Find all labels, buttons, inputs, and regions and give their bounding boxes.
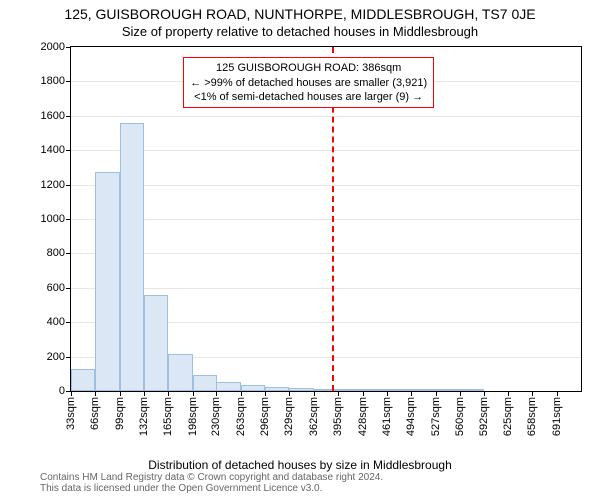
y-tick-mark <box>66 288 71 289</box>
x-tick-label: 592sqm <box>478 397 490 436</box>
x-tick-mark <box>436 391 437 396</box>
y-tick-label: 0 <box>59 385 65 397</box>
x-axis-label: Distribution of detached houses by size … <box>0 458 600 472</box>
y-tick-mark <box>66 185 71 186</box>
x-tick-mark <box>168 391 169 396</box>
y-tick-mark <box>66 47 71 48</box>
x-tick-label: 296sqm <box>259 397 271 436</box>
x-tick-mark <box>411 391 412 396</box>
histogram-bar <box>71 369 95 391</box>
attribution-text: Contains HM Land Registry data © Crown c… <box>40 472 383 494</box>
x-tick-mark <box>193 391 194 396</box>
x-tick-mark <box>484 391 485 396</box>
x-tick-mark <box>557 391 558 396</box>
x-tick-label: 461sqm <box>381 397 393 436</box>
gridline <box>71 253 581 254</box>
x-tick-label: 198sqm <box>187 397 199 436</box>
x-tick-label: 658sqm <box>526 397 538 436</box>
x-tick-mark <box>508 391 509 396</box>
y-tick-mark <box>66 322 71 323</box>
x-tick-mark <box>289 391 290 396</box>
x-tick-label: 527sqm <box>430 397 442 436</box>
histogram-bar <box>314 389 338 391</box>
x-tick-mark <box>387 391 388 396</box>
histogram-bar <box>338 389 362 391</box>
y-tick-mark <box>66 150 71 151</box>
x-tick-mark <box>338 391 339 396</box>
gridline <box>71 116 581 117</box>
x-tick-label: 132sqm <box>138 397 150 436</box>
x-tick-mark <box>532 391 533 396</box>
x-tick-label: 263sqm <box>235 397 247 436</box>
y-tick-label: 400 <box>47 316 65 328</box>
y-tick-label: 600 <box>47 282 65 294</box>
x-tick-label: 33sqm <box>65 397 77 430</box>
x-tick-label: 494sqm <box>405 397 417 436</box>
y-tick-label: 200 <box>47 351 65 363</box>
gridline <box>71 150 581 151</box>
annotation-line: 125 GUISBOROUGH ROAD: 386sqm <box>190 61 427 75</box>
chart-subtitle: Size of property relative to detached ho… <box>0 24 600 39</box>
x-tick-mark <box>265 391 266 396</box>
y-tick-mark <box>66 116 71 117</box>
x-tick-label: 625sqm <box>502 397 514 436</box>
gridline <box>71 185 581 186</box>
y-tick-label: 1200 <box>41 179 65 191</box>
chart-container: { "chart": { "type": "histogram", "title… <box>0 0 600 500</box>
histogram-bar <box>95 172 119 391</box>
histogram-bar <box>387 389 411 391</box>
x-tick-mark <box>120 391 121 396</box>
histogram-bar <box>193 375 217 391</box>
y-tick-mark <box>66 253 71 254</box>
histogram-bar <box>460 389 484 391</box>
histogram-bar <box>265 387 289 391</box>
histogram-bar <box>144 295 168 391</box>
x-tick-label: 395sqm <box>332 397 344 436</box>
histogram-bar <box>289 388 313 391</box>
x-tick-mark <box>216 391 217 396</box>
y-tick-label: 1000 <box>41 213 65 225</box>
y-tick-mark <box>66 219 71 220</box>
x-tick-mark <box>314 391 315 396</box>
histogram-bar <box>216 382 240 391</box>
histogram-bar <box>120 123 144 391</box>
plot-area: 020040060080010001200140016001800200033s… <box>70 46 582 392</box>
gridline <box>71 219 581 220</box>
chart-title: 125, GUISBOROUGH ROAD, NUNTHORPE, MIDDLE… <box>0 6 600 22</box>
x-tick-mark <box>95 391 96 396</box>
x-tick-mark <box>144 391 145 396</box>
histogram-bar <box>363 389 387 391</box>
x-tick-label: 99sqm <box>114 397 126 430</box>
histogram-bar <box>436 389 460 391</box>
y-tick-label: 800 <box>47 247 65 259</box>
x-tick-label: 362sqm <box>308 397 320 436</box>
x-tick-mark <box>71 391 72 396</box>
y-tick-mark <box>66 357 71 358</box>
histogram-bar <box>411 389 435 391</box>
x-tick-mark <box>363 391 364 396</box>
annotation-line: ← >99% of detached houses are smaller (3… <box>190 76 427 90</box>
x-tick-label: 560sqm <box>454 397 466 436</box>
annotation-line: <1% of semi-detached houses are larger (… <box>190 90 427 104</box>
x-tick-label: 691sqm <box>551 397 563 436</box>
x-tick-label: 230sqm <box>210 397 222 436</box>
annotation-box: 125 GUISBOROUGH ROAD: 386sqm← >99% of de… <box>183 57 434 108</box>
histogram-bar <box>241 385 265 391</box>
x-tick-label: 428sqm <box>357 397 369 436</box>
gridline <box>71 288 581 289</box>
histogram-bar <box>168 354 192 391</box>
x-tick-label: 66sqm <box>89 397 101 430</box>
y-tick-label: 1800 <box>41 75 65 87</box>
x-tick-label: 329sqm <box>283 397 295 436</box>
y-tick-label: 1600 <box>41 110 65 122</box>
x-tick-label: 165sqm <box>162 397 174 436</box>
x-tick-mark <box>241 391 242 396</box>
y-tick-label: 1400 <box>41 144 65 156</box>
y-tick-mark <box>66 81 71 82</box>
y-tick-label: 2000 <box>41 41 65 53</box>
x-tick-mark <box>460 391 461 396</box>
